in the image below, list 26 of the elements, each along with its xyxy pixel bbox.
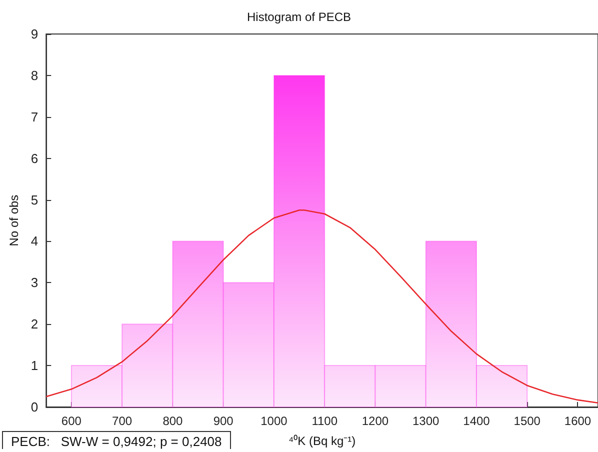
line-series: [45, 209, 598, 404]
y-tick-label: 0: [30, 400, 38, 414]
x-tick-label: 1500: [514, 414, 541, 428]
x-tick-label: 1000: [260, 414, 288, 428]
chart-title: Histogram of PECB: [246, 10, 352, 24]
x-tick-label: 600: [61, 414, 82, 428]
y-tick-label: 9: [30, 26, 38, 42]
text: PECB: SW-W = 0,9492; p = 0,2408: [2, 431, 231, 449]
y-tick-label: 1: [30, 358, 38, 374]
x-tick-label: 1200: [362, 414, 389, 428]
x-tick-label: 900: [213, 414, 234, 428]
y-tick-label: 2: [30, 316, 38, 332]
y-axis-title: No of obs: [7, 194, 21, 246]
y-tick-label: 6: [30, 150, 38, 166]
x-tick-label: 800: [162, 414, 184, 428]
y-tick-label: 3: [30, 275, 38, 290]
x-tick-label: 1300: [412, 414, 440, 428]
x-tick-label: 1600: [564, 414, 592, 428]
y-tick-label: 8: [30, 68, 38, 83]
x-tick-label: 1400: [463, 414, 490, 428]
x-tick-label: 1100: [312, 414, 338, 428]
x-axis-title: ⁴⁰K (Bq kg⁻¹): [288, 434, 356, 448]
y-tick-label: 5: [30, 192, 38, 208]
y-tick-label: 4: [30, 234, 38, 249]
x-tick-label: 700: [112, 414, 132, 428]
y-tick-label: 7: [30, 109, 38, 124]
